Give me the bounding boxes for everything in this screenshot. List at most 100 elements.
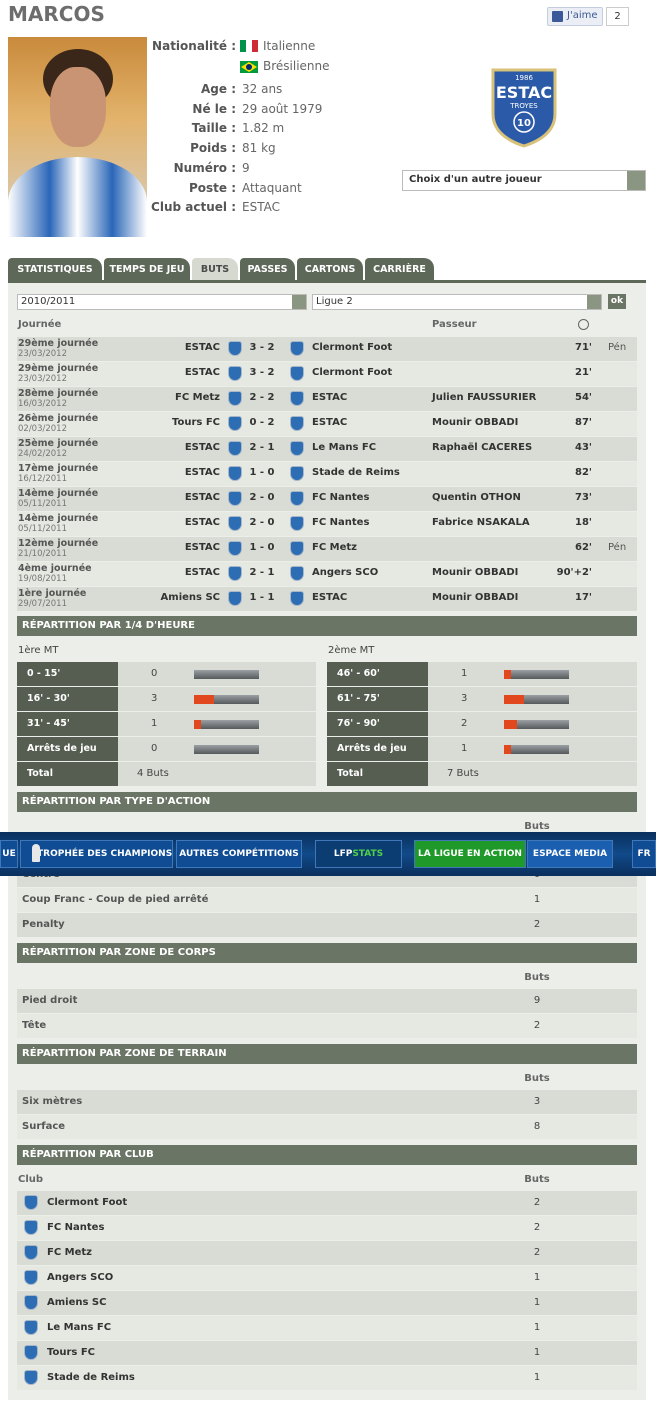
nav-item[interactable]: LA LIGUE EN ACTION — [414, 840, 526, 868]
tab[interactable]: CARTONS — [297, 258, 363, 282]
tab[interactable]: CARRIÈRE — [365, 258, 434, 282]
home-team: FC Metz — [175, 392, 220, 403]
score: 3 - 2 — [249, 367, 275, 378]
nav-bar: UE TROPHÉE DES CHAMPIONS AUTRES COMPÉTITIO… — [0, 832, 656, 876]
club-crest — [228, 516, 242, 531]
nav-item[interactable]: TROPHÉE DES CHAMPIONS — [20, 840, 173, 868]
stat-row — [17, 888, 637, 912]
club-row — [17, 1291, 637, 1315]
like-button[interactable]: J'aime — [547, 7, 603, 26]
stat-row — [17, 1090, 637, 1114]
passer: Mounir OBBADI — [432, 417, 519, 428]
nav-item[interactable]: FR — [632, 840, 656, 868]
home-team: ESTAC — [184, 567, 220, 578]
passer: Raphaël CACERES — [432, 442, 533, 453]
goal-note: Pén — [608, 342, 627, 353]
home-team: ESTAC — [184, 517, 220, 528]
bar-track — [504, 720, 569, 729]
competition-select[interactable]: Ligue 2 — [312, 294, 602, 310]
like-label: J'aime — [567, 10, 598, 21]
club-crest — [228, 391, 242, 406]
home-team: ESTAC — [184, 542, 220, 553]
round: 25ème journée — [18, 438, 99, 449]
stat-goals: 9 — [533, 995, 541, 1006]
profile-value: 9 — [242, 160, 250, 175]
match-date: 21/10/2011 — [18, 549, 67, 559]
quarter-label: 76' - 90' — [327, 712, 428, 736]
bar-track — [194, 745, 259, 754]
nav-label: LA LIGUE EN ACTION — [418, 849, 522, 859]
tab[interactable]: TEMPS DE JEU — [104, 258, 190, 282]
clock-icon — [578, 319, 589, 330]
quarter-total: 7 Buts — [447, 768, 479, 779]
club-goals: 2 — [533, 1222, 541, 1233]
club-name: Amiens SC — [47, 1297, 107, 1308]
minute: 73' — [575, 492, 592, 503]
club-row — [17, 1216, 637, 1240]
club-crest — [290, 516, 304, 531]
club-goals: 2 — [533, 1197, 541, 1208]
profile-label: Nationalité : — [152, 39, 236, 53]
bar-track — [504, 745, 569, 754]
passer: Mounir OBBADI — [432, 567, 519, 578]
club-name: Angers SCO — [47, 1272, 114, 1283]
bar-fill — [194, 695, 214, 704]
home-team: ESTAC — [184, 367, 220, 378]
profile-label: Age : — [201, 82, 236, 96]
round: 14ème journée — [18, 488, 99, 499]
away-team: Clermont Foot — [312, 367, 393, 378]
stat-label: Coup Franc - Coup de pied arrêté — [22, 894, 209, 905]
profile-value: 29 août 1979 — [242, 101, 323, 116]
season-select[interactable]: 2010/2011 — [17, 294, 307, 310]
player-select[interactable]: Choix d'un autre joueur — [402, 170, 646, 191]
home-team: Amiens SC — [160, 592, 220, 603]
goal-row — [17, 512, 637, 536]
round: 14ème journée — [18, 513, 99, 524]
bar-track — [194, 670, 259, 679]
club-name: FC Metz — [47, 1247, 92, 1258]
tab[interactable]: BUTS — [192, 258, 238, 282]
bar-track — [194, 695, 259, 704]
round: 1ère journée — [18, 588, 87, 599]
home-team: ESTAC — [184, 467, 220, 478]
round: 28ème journée — [18, 388, 99, 399]
profile-label: Poste : — [188, 180, 236, 195]
select-arrow — [627, 171, 645, 190]
round: 17ème journée — [18, 463, 99, 474]
away-team: Angers SCO — [312, 567, 379, 578]
nav-item[interactable]: LFPSTATS — [315, 840, 402, 868]
ok-button[interactable]: ok — [608, 294, 626, 309]
quarter-label: 16' - 30' — [17, 687, 118, 711]
column-header: Buts — [524, 1073, 550, 1084]
nav-label: FR — [637, 849, 651, 859]
nav-item[interactable]: UE — [0, 840, 18, 868]
tab[interactable]: STATISTIQUES — [8, 258, 102, 282]
stat-goals: 1 — [533, 894, 541, 905]
passer: Quentin OTHON — [432, 492, 521, 503]
photo-shirt — [8, 157, 147, 237]
match-date: 02/03/2012 — [18, 424, 67, 434]
tab[interactable]: PASSES — [240, 258, 295, 282]
club-row — [17, 1341, 637, 1365]
quarter-goals: 1 — [461, 743, 468, 754]
nav-label: ESPACE MEDIA — [532, 849, 608, 859]
club-badge: 1986 ESTAC TROYES 10 — [491, 68, 557, 148]
nav-label: LFP — [333, 849, 353, 859]
club-crest — [228, 466, 242, 481]
round: 26ème journée — [18, 413, 99, 424]
score: 2 - 0 — [249, 492, 275, 503]
bar-fill — [504, 670, 511, 679]
nav-item[interactable]: AUTRES COMPÉTITIONS — [176, 840, 302, 868]
profile-label: Né le : — [192, 101, 236, 116]
club-crest — [290, 441, 304, 456]
column-header: Buts — [524, 821, 550, 832]
minute: 17' — [575, 592, 592, 603]
bar-track — [504, 670, 569, 679]
club-crest — [24, 1345, 38, 1360]
score: 1 - 0 — [249, 542, 275, 553]
section-header: RÉPARTITION PAR TYPE D'ACTION — [17, 792, 637, 812]
nav-item[interactable]: ESPACE MEDIA — [527, 840, 613, 868]
stat-label: Tête — [22, 1020, 47, 1031]
away-team: FC Metz — [312, 542, 357, 553]
photo-face — [50, 67, 106, 147]
